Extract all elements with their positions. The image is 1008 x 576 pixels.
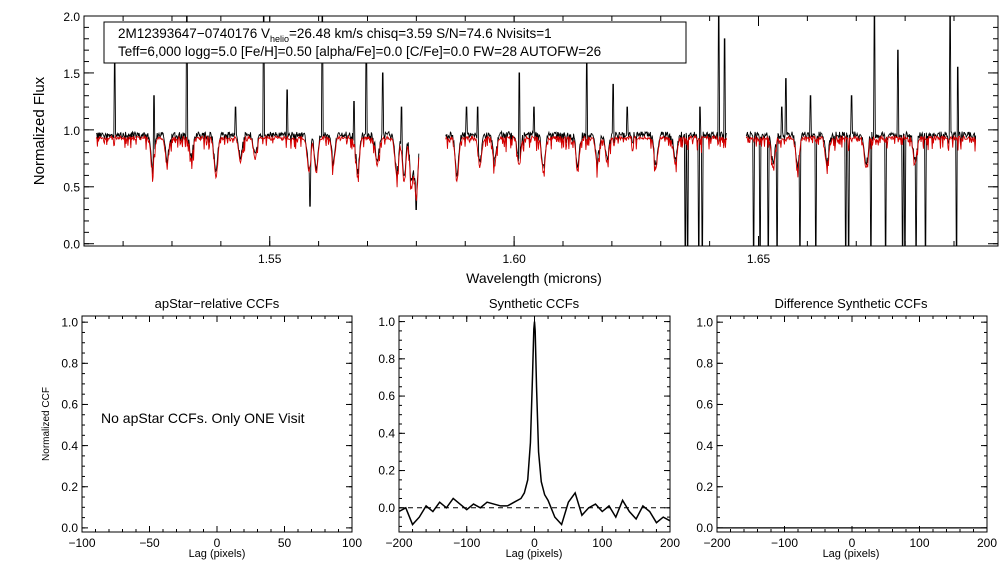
y-tick-label: 1.0 xyxy=(61,315,78,329)
y-tick-label: 0.8 xyxy=(696,356,713,370)
difference-ccf-axis-ticks: −200 −100 0 100 200 0.0 0.2 0.4 0.6 0.8 1.0 xyxy=(696,315,997,550)
x-tick-label: −100 xyxy=(453,536,480,550)
x-tick-label: −100 xyxy=(771,536,798,550)
info-box xyxy=(103,21,687,64)
y-tick-label: 1.0 xyxy=(63,124,80,138)
x-tick-label: 200 xyxy=(660,536,680,550)
apstar-ccf-annotation: No apStar CCFs. Only ONE Visit xyxy=(101,410,305,426)
info-line-2: Teff=6,000 logg=5.0 [Fe/H]=0.50 [alpha/F… xyxy=(118,44,601,59)
y-tick-label: 1.0 xyxy=(378,315,395,329)
synthetic-ccf-series xyxy=(398,321,671,527)
spectrum-axis-ticks: 1.55 1.60 1.65 0.0 0.5 1.0 1.5 2.0 xyxy=(63,10,998,266)
synthetic-ccf-x-axis-label: Lag (pixels) xyxy=(506,548,563,560)
spectrum-y-axis-label: Normalized Flux xyxy=(31,76,48,185)
y-tick-label: 0.2 xyxy=(61,480,78,494)
x-tick-label: 1.65 xyxy=(747,252,771,266)
observed-spectrum-line-chip-2 xyxy=(445,16,728,246)
y-tick-label: 0.4 xyxy=(696,439,713,453)
apstar-ccf-panel: apStar−relative CCFs −100 −50 0 50 100 0.0 0.2… xyxy=(41,296,362,560)
y-tick-label: 0.0 xyxy=(63,238,80,252)
info-star-params: =26.48 km/s chisq=3.59 S/N=74.6 Nvisits=… xyxy=(289,26,552,41)
x-tick-label: 100 xyxy=(909,536,929,550)
synthetic-ccf-axis-ticks: −200 −100 0 100 200 0.0 0.2 0.4 0.6 0.8 1.0 xyxy=(378,315,680,550)
synthetic-ccf-plot-frame xyxy=(398,315,671,533)
y-tick-label: 0.2 xyxy=(696,480,713,494)
y-tick-label: 0.0 xyxy=(696,521,713,535)
synthetic-ccf-title: Synthetic CCFs xyxy=(489,296,580,311)
difference-ccf-title: Difference Synthetic CCFs xyxy=(775,296,928,311)
info-helio-subscript: helio xyxy=(270,34,289,44)
y-tick-label: 1.0 xyxy=(696,315,713,329)
x-tick-label: 0 xyxy=(849,536,856,550)
y-tick-label: 0.6 xyxy=(61,398,78,412)
x-tick-label: 50 xyxy=(278,536,292,550)
spectrum-panel: 1.55 1.60 1.65 0.0 0.5 1.0 1.5 2.0 2M12393647−0… xyxy=(31,10,999,286)
x-tick-label: −100 xyxy=(68,536,95,550)
x-tick-label: 0 xyxy=(214,536,221,550)
model-spectrum-line-chip-2 xyxy=(445,134,728,183)
y-tick-label: 0.4 xyxy=(378,426,395,440)
apstar-ccf-x-axis-label: Lag (pixels) xyxy=(189,548,246,560)
x-tick-label: 100 xyxy=(342,536,362,550)
spectrum-series xyxy=(95,16,977,246)
x-tick-label: −50 xyxy=(139,536,160,550)
y-tick-label: 2.0 xyxy=(63,10,80,24)
synthetic-ccf-panel: Synthetic CCFs −200 −100 0 100 200 0.0 0.2 0.4 0… xyxy=(378,296,680,560)
y-tick-label: 0.8 xyxy=(61,356,78,370)
x-tick-label: 100 xyxy=(592,536,612,550)
x-tick-label: 0 xyxy=(531,536,538,550)
apstar-ccf-title: apStar−relative CCFs xyxy=(155,296,280,311)
y-tick-label: 0.8 xyxy=(378,352,395,366)
spectrum-x-axis-label: Wavelength (microns) xyxy=(466,270,602,286)
model-spectrum-line-chip-1 xyxy=(95,134,420,201)
info-line-1: 2M12393647−0740176 Vhelio=26.48 km/s chi… xyxy=(118,26,552,44)
apstar-ccf-axis-ticks: −100 −50 0 50 100 0.0 0.2 0.4 0.6 0.8 1.0 xyxy=(61,315,362,550)
spectrum-plot-frame xyxy=(83,15,999,247)
x-tick-label: 1.55 xyxy=(258,252,282,266)
difference-ccf-x-axis-label: Lag (pixels) xyxy=(823,548,880,560)
y-tick-label: 0.0 xyxy=(378,501,395,515)
model-spectrum-line-chip-3 xyxy=(745,134,977,178)
difference-ccf-panel: Difference Synthetic CCFs −200 −100 0 100 20… xyxy=(696,296,997,560)
x-tick-label: 200 xyxy=(977,536,997,550)
observed-spectrum-line-chip-3 xyxy=(745,16,977,246)
x-tick-label: −200 xyxy=(385,536,412,550)
x-tick-label: 1.60 xyxy=(502,252,526,266)
y-tick-label: 0.6 xyxy=(378,389,395,403)
y-tick-label: 0.0 xyxy=(61,521,78,535)
y-tick-label: 0.6 xyxy=(696,398,713,412)
ccf-y-axis-label: Normalized CCF xyxy=(41,387,52,461)
x-tick-label: −200 xyxy=(703,536,730,550)
synthetic-ccf-line xyxy=(398,321,671,527)
info-star-id: 2M12393647−0740176 V xyxy=(118,26,270,41)
y-tick-label: 1.5 xyxy=(63,67,80,81)
y-tick-label: 0.2 xyxy=(378,464,395,478)
y-tick-label: 0.4 xyxy=(61,439,78,453)
difference-ccf-plot-frame xyxy=(716,315,988,533)
y-tick-label: 0.5 xyxy=(63,181,80,195)
